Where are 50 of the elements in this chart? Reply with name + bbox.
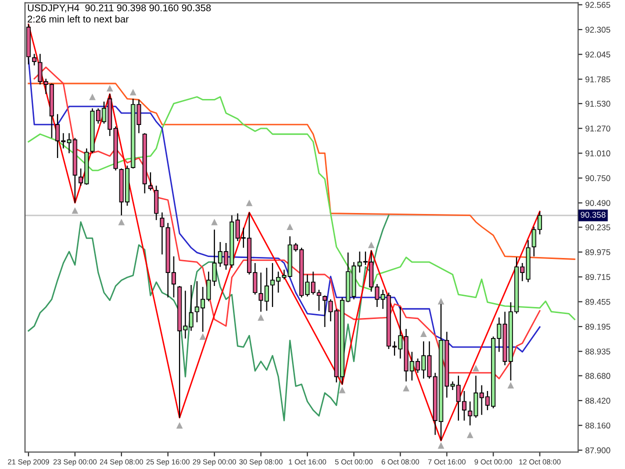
point: [286, 223, 294, 230]
y-tick-label: 88.420: [585, 398, 610, 404]
y-tick-label: 92.305: [585, 26, 610, 33]
point: [472, 364, 480, 372]
point: [118, 218, 125, 226]
candlestick: [160, 212, 164, 255]
point: [130, 88, 136, 96]
point: [466, 432, 474, 438]
point: [507, 382, 514, 389]
point: [368, 242, 375, 248]
line-series: [28, 214, 390, 422]
y-tick-label: 92.565: [585, 2, 610, 8]
annotation: 2:26 min left to next bar: [28, 15, 129, 23]
chart-title: USDJPY,H4 90.211 90.398 90.160 90.358: [28, 4, 211, 12]
point: [338, 386, 346, 394]
y-tick-label: 87.900: [585, 447, 610, 454]
y-tick-label: 90.750: [585, 175, 610, 182]
y-tick-label: 90.490: [585, 200, 610, 206]
point: [106, 85, 114, 92]
y-tick-label: 89.715: [585, 274, 610, 280]
point: [200, 333, 206, 340]
point: [246, 200, 253, 206]
candlestick: [154, 185, 159, 221]
y-tick-label: 91.010: [585, 150, 610, 156]
y-tick-label: 89.455: [585, 298, 610, 305]
y-tick-label: 89.975: [585, 249, 610, 256]
point: [420, 330, 427, 337]
ref-line-label: 90.358: [580, 212, 606, 218]
point: [176, 422, 183, 429]
line-series: [28, 24, 540, 442]
line-series: [28, 82, 576, 260]
y-tick-label: 88.680: [585, 372, 610, 379]
candlestick: [322, 294, 328, 328]
point: [258, 314, 264, 321]
candlestick: [32, 53, 37, 66]
point: [72, 207, 78, 214]
y-tick-label: 90.235: [585, 224, 610, 230]
y-tick-label: 88.935: [585, 348, 610, 354]
y-tick-label: 91.785: [585, 76, 610, 82]
line-series: [28, 96, 576, 320]
point: [211, 218, 218, 226]
y-tick-label: 91.530: [585, 100, 610, 107]
point: [438, 298, 444, 304]
y-tick-label: 88.160: [585, 422, 610, 428]
point: [402, 384, 410, 392]
point: [438, 442, 444, 449]
y-tick-label: 89.195: [585, 324, 610, 330]
point: [89, 94, 96, 100]
y-tick-label: 91.270: [585, 126, 610, 132]
y-tick-label: 92.045: [585, 52, 610, 58]
